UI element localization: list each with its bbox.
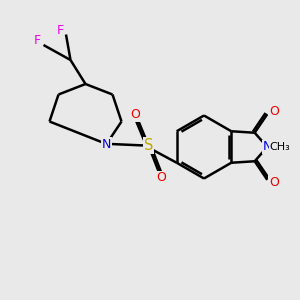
- Text: CH₃: CH₃: [269, 142, 290, 152]
- Text: O: O: [269, 105, 279, 118]
- Text: O: O: [269, 176, 279, 189]
- Text: S: S: [144, 138, 153, 153]
- Text: O: O: [130, 108, 140, 121]
- Text: N: N: [102, 137, 111, 151]
- Text: N: N: [262, 140, 272, 154]
- Text: O: O: [157, 171, 166, 184]
- Text: F: F: [56, 23, 64, 37]
- Text: F: F: [34, 34, 41, 47]
